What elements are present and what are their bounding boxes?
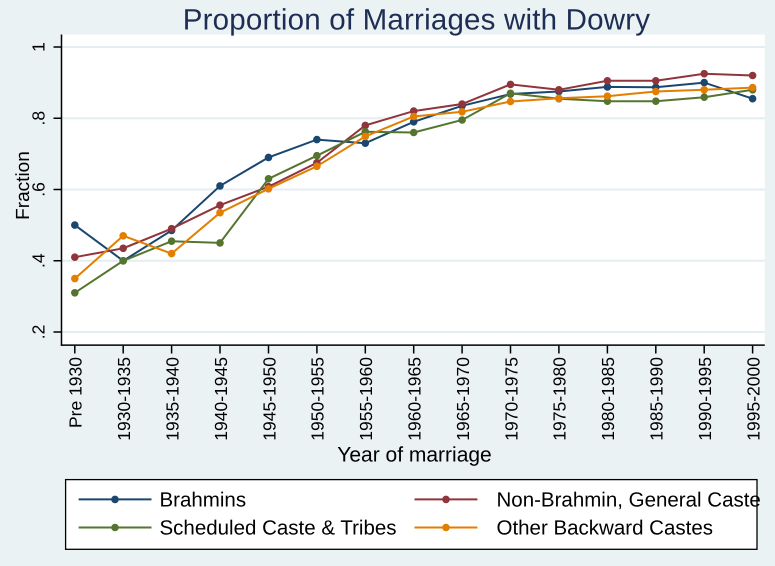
svg-text:1960-1965: 1960-1965 [405, 357, 425, 441]
svg-text:.8: .8 [29, 111, 49, 126]
svg-text:1990-1995: 1990-1995 [695, 357, 715, 441]
svg-text:1945-1950: 1945-1950 [259, 357, 279, 441]
svg-text:1995-2000: 1995-2000 [743, 357, 763, 441]
svg-text:1935-1940: 1935-1940 [162, 357, 182, 441]
svg-text:Other Backward Castes: Other Backward Castes [497, 517, 713, 540]
svg-text:Pre 1930: Pre 1930 [66, 357, 86, 428]
svg-text:1930-1935: 1930-1935 [114, 357, 134, 441]
svg-text:1975-1980: 1975-1980 [550, 357, 570, 441]
svg-text:.4: .4 [29, 253, 49, 268]
svg-text:1965-1970: 1965-1970 [453, 357, 473, 441]
svg-text:1985-1990: 1985-1990 [647, 357, 667, 441]
svg-text:Proportion of Marriages with D: Proportion of Marriages with Dowry [183, 4, 651, 37]
svg-text:1970-1975: 1970-1975 [501, 357, 521, 441]
svg-text:1: 1 [29, 42, 49, 52]
svg-text:1950-1955: 1950-1955 [308, 357, 328, 441]
svg-text:Brahmins: Brahmins [160, 489, 247, 512]
svg-text:1955-1960: 1955-1960 [356, 357, 376, 441]
svg-text:Year of marriage: Year of marriage [337, 444, 491, 467]
svg-text:Non-Brahmin, General Caste: Non-Brahmin, General Caste [497, 489, 761, 512]
svg-text:1980-1985: 1980-1985 [598, 357, 618, 441]
svg-text:.6: .6 [29, 182, 49, 197]
svg-text:.2: .2 [29, 325, 49, 340]
svg-text:Fraction: Fraction [13, 151, 34, 220]
svg-text:Scheduled Caste & Tribes: Scheduled Caste & Tribes [160, 517, 397, 540]
svg-text:1940-1945: 1940-1945 [211, 357, 231, 441]
